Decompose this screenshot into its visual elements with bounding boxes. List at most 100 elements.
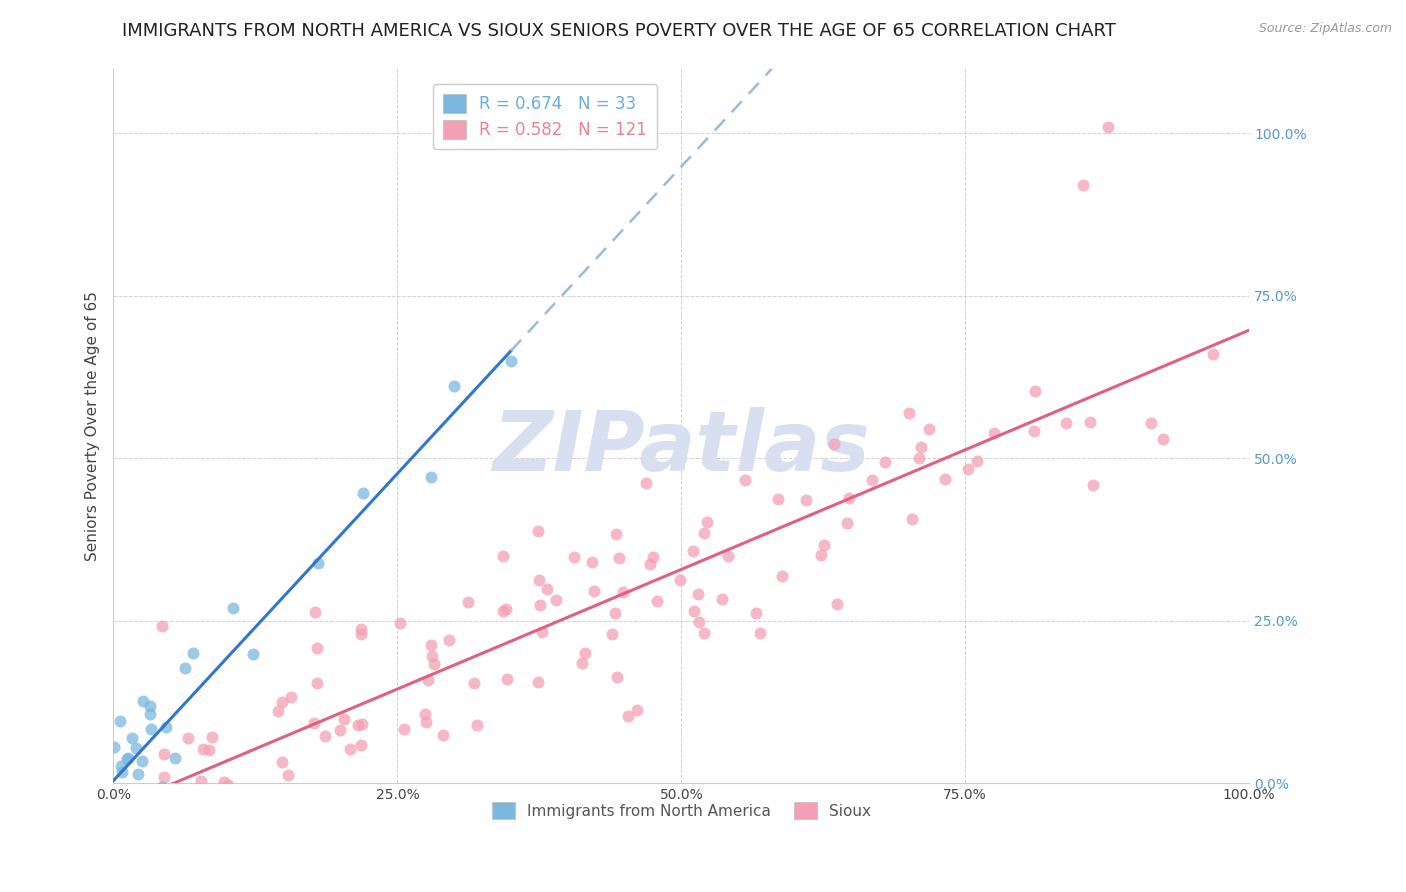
Legend: Immigrants from North America, Sioux: Immigrants from North America, Sioux bbox=[485, 796, 877, 825]
Text: Source: ZipAtlas.com: Source: ZipAtlas.com bbox=[1258, 22, 1392, 36]
Point bbox=[492, 604, 515, 618]
Point bbox=[607, 551, 630, 566]
Point bbox=[457, 595, 479, 609]
Point bbox=[169, 808, 191, 822]
Point bbox=[918, 422, 941, 436]
Point bbox=[150, 619, 173, 633]
Point bbox=[139, 699, 162, 714]
Point bbox=[205, 808, 228, 822]
Point bbox=[827, 597, 849, 611]
Point bbox=[463, 675, 485, 690]
Point bbox=[352, 717, 374, 731]
Point bbox=[110, 714, 132, 728]
Point bbox=[686, 587, 709, 601]
Point bbox=[117, 751, 139, 765]
Point bbox=[350, 626, 373, 640]
Point bbox=[110, 790, 132, 805]
Point bbox=[420, 470, 443, 484]
Point bbox=[108, 786, 131, 800]
Text: IMMIGRANTS FROM NORTH AMERICA VS SIOUX SENIORS POVERTY OVER THE AGE OF 65 CORREL: IMMIGRANTS FROM NORTH AMERICA VS SIOUX S… bbox=[122, 22, 1115, 40]
Point bbox=[155, 720, 177, 734]
Point bbox=[347, 717, 370, 731]
Point bbox=[415, 706, 437, 721]
Point bbox=[1152, 432, 1174, 446]
Point bbox=[121, 785, 143, 799]
Point bbox=[529, 599, 551, 613]
Point bbox=[1054, 416, 1077, 430]
Point bbox=[536, 582, 558, 596]
Point bbox=[688, 615, 710, 629]
Point bbox=[693, 526, 716, 541]
Point bbox=[603, 606, 626, 620]
Point bbox=[668, 573, 690, 587]
Point bbox=[104, 803, 127, 817]
Point bbox=[612, 585, 634, 599]
Point bbox=[392, 722, 415, 736]
Y-axis label: Seniors Poverty Over the Age of 65: Seniors Poverty Over the Age of 65 bbox=[86, 291, 100, 561]
Point bbox=[710, 591, 733, 606]
Point bbox=[693, 626, 716, 640]
Point bbox=[860, 473, 883, 487]
Point bbox=[873, 455, 896, 469]
Point bbox=[546, 593, 568, 607]
Point bbox=[305, 676, 328, 690]
Point bbox=[605, 527, 627, 541]
Point bbox=[432, 727, 454, 741]
Point bbox=[339, 742, 361, 756]
Point bbox=[183, 646, 205, 660]
Point bbox=[304, 605, 326, 619]
Point bbox=[491, 549, 513, 563]
Point bbox=[768, 491, 790, 506]
Point bbox=[838, 491, 860, 506]
Point bbox=[1071, 178, 1094, 193]
Point bbox=[420, 648, 443, 663]
Point bbox=[901, 511, 924, 525]
Point bbox=[163, 751, 186, 765]
Point bbox=[111, 808, 134, 822]
Point bbox=[770, 569, 793, 583]
Point bbox=[110, 759, 132, 773]
Point bbox=[897, 406, 920, 420]
Point bbox=[626, 703, 648, 717]
Point bbox=[352, 486, 374, 500]
Point bbox=[212, 774, 235, 789]
Point bbox=[837, 516, 859, 530]
Point bbox=[115, 752, 138, 766]
Point bbox=[794, 492, 817, 507]
Point bbox=[307, 640, 329, 655]
Point bbox=[271, 756, 294, 770]
Point bbox=[350, 622, 373, 636]
Point bbox=[180, 808, 202, 822]
Point bbox=[583, 584, 606, 599]
Point bbox=[121, 731, 143, 746]
Point bbox=[139, 723, 162, 737]
Point bbox=[813, 538, 835, 552]
Point bbox=[153, 770, 176, 784]
Point bbox=[271, 695, 294, 709]
Point bbox=[908, 451, 931, 466]
Point bbox=[115, 792, 138, 806]
Point bbox=[934, 472, 956, 486]
Point bbox=[242, 648, 264, 662]
Point bbox=[1078, 415, 1101, 429]
Point bbox=[125, 740, 148, 755]
Point bbox=[139, 706, 162, 721]
Point bbox=[527, 573, 550, 587]
Point bbox=[749, 626, 772, 640]
Point bbox=[329, 723, 352, 737]
Point bbox=[111, 782, 134, 797]
Point bbox=[190, 773, 212, 788]
Point bbox=[1024, 384, 1046, 398]
Point bbox=[717, 549, 740, 563]
Point bbox=[823, 437, 845, 451]
Point bbox=[956, 462, 979, 476]
Point bbox=[198, 743, 221, 757]
Point bbox=[581, 555, 603, 569]
Point bbox=[496, 672, 519, 686]
Point bbox=[132, 694, 155, 708]
Point bbox=[634, 475, 657, 490]
Point bbox=[983, 425, 1005, 440]
Point bbox=[193, 808, 215, 822]
Point bbox=[696, 515, 718, 529]
Point bbox=[173, 661, 195, 675]
